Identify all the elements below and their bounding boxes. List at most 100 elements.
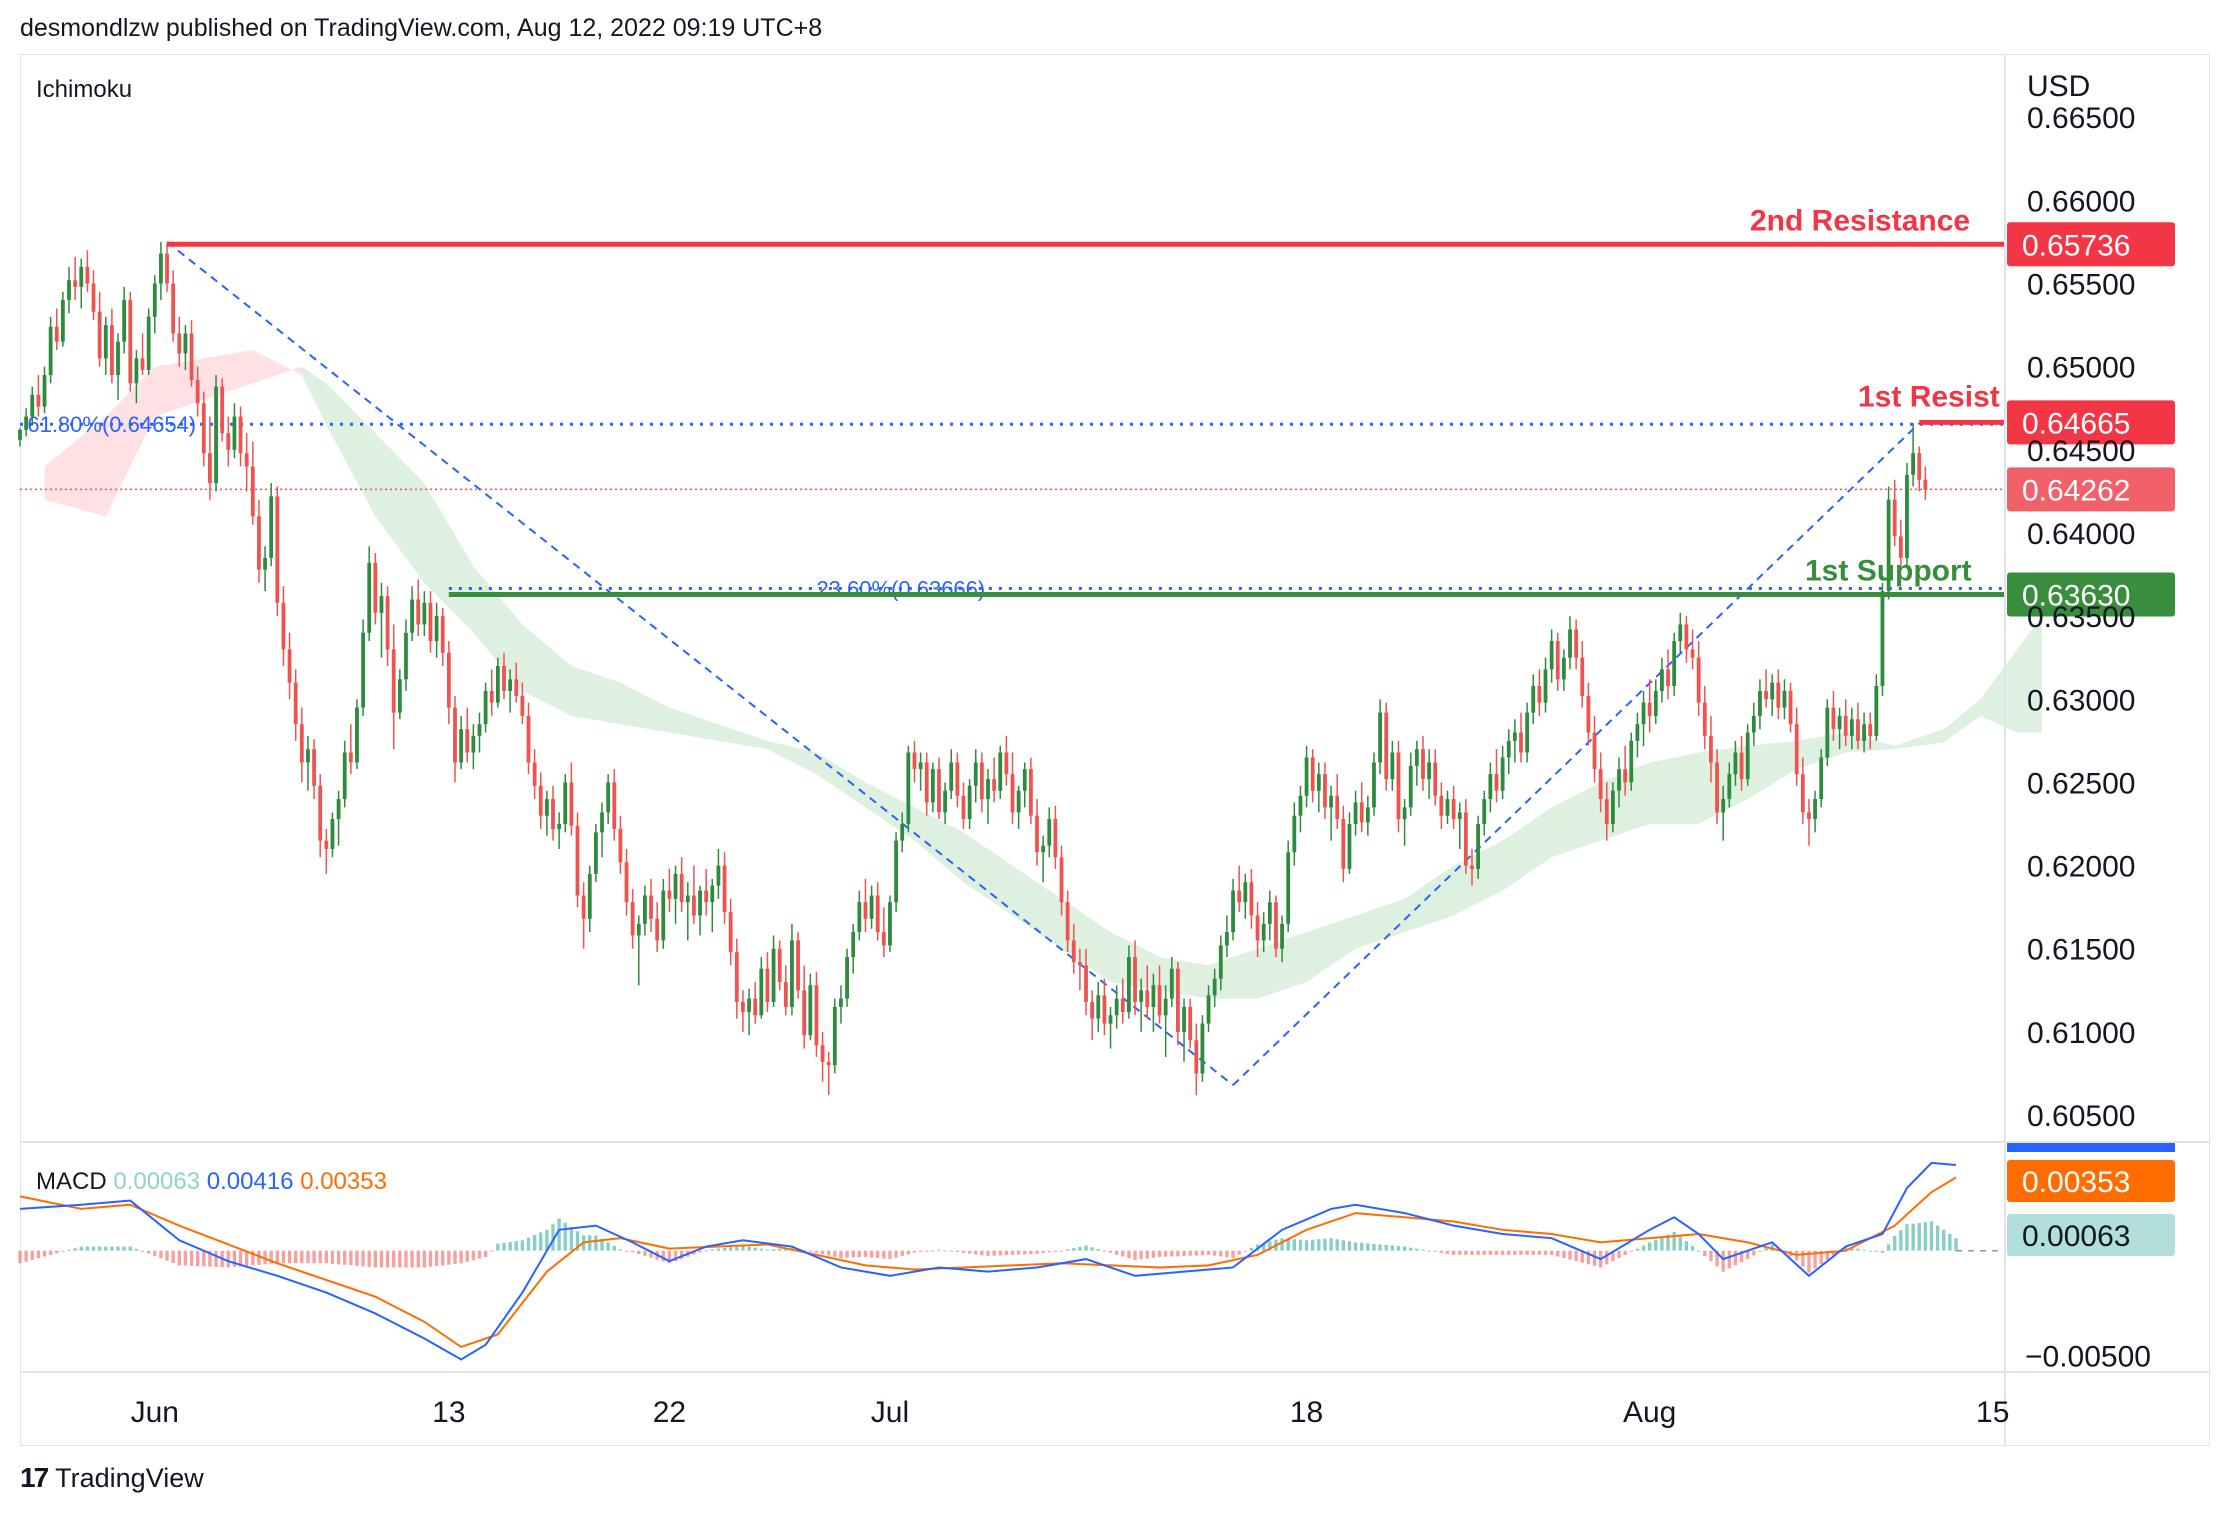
macd-histogram-bar <box>238 1250 243 1267</box>
macd-histogram-bar <box>1176 1250 1180 1257</box>
candle-body <box>1629 740 1634 783</box>
candle-body <box>1176 968 1180 1032</box>
macd-histogram-bar <box>1770 1244 1774 1251</box>
macd-histogram-bar <box>202 1250 206 1267</box>
macd-histogram-bar <box>1917 1222 1921 1251</box>
candle-body <box>428 602 433 642</box>
macd-histogram-bar <box>857 1250 862 1258</box>
candle-body <box>1506 740 1511 758</box>
candle-body <box>581 895 586 919</box>
candle-body <box>1329 795 1333 808</box>
histogram-value-tag-text: 0.00063 <box>2022 1220 2130 1253</box>
candle-body <box>1886 499 1891 592</box>
candle-body <box>1010 774 1015 813</box>
macd-histogram-bar <box>1182 1250 1186 1256</box>
macd-histogram-bar <box>539 1232 543 1251</box>
price-tick-label: 0.63000 <box>2027 684 2135 717</box>
macd-histogram-bar <box>1923 1222 1928 1251</box>
macd-histogram-bar <box>1942 1229 1946 1251</box>
candle-body <box>1433 762 1438 796</box>
candle-body <box>771 948 776 1002</box>
macd-histogram-bar <box>471 1250 476 1261</box>
candle-body <box>1758 690 1762 716</box>
candle-body <box>1096 995 1101 1019</box>
candle-body <box>391 649 396 713</box>
macd-histogram-bar <box>483 1250 488 1257</box>
candle-body <box>704 890 709 903</box>
candle-body <box>747 998 751 1012</box>
candle-body <box>1237 890 1242 903</box>
macd-histogram-bar <box>1654 1239 1658 1251</box>
candle-body <box>1580 657 1585 696</box>
candle-body <box>1905 474 1909 558</box>
time-tick-label: Jul <box>871 1396 909 1429</box>
macd-histogram-bar <box>502 1242 506 1251</box>
candle-body <box>1476 824 1481 869</box>
macd-histogram-bar <box>336 1250 341 1265</box>
current-price-tag-text: 0.64262 <box>2022 474 2130 507</box>
macd-histogram-bar <box>355 1250 359 1266</box>
candle-body <box>1402 807 1407 820</box>
price-tick-label: 0.65000 <box>2027 352 2135 385</box>
price-tick-label: 0.62000 <box>2027 851 2135 884</box>
candle-body <box>171 283 176 334</box>
macd-histogram-bar <box>649 1250 653 1258</box>
macd-histogram-bar <box>1433 1250 1437 1252</box>
macd-histogram-bar <box>1421 1249 1425 1251</box>
candle-body <box>1071 940 1076 963</box>
macd-histogram-bar <box>532 1235 537 1251</box>
candle-body <box>1445 799 1450 816</box>
macd-histogram-bar <box>1954 1238 1958 1251</box>
candle-body <box>918 762 923 770</box>
time-tick-label: 15 <box>1976 1396 2009 1429</box>
macd-histogram-bar <box>1660 1237 1664 1251</box>
candle-body <box>1225 932 1229 946</box>
candle-body <box>446 652 451 708</box>
candle-body <box>91 283 96 312</box>
candle-body <box>459 729 464 763</box>
candle-body <box>1439 795 1444 816</box>
macd-histogram-bar <box>1035 1250 1039 1254</box>
cloud-segment <box>620 682 670 733</box>
macd-histogram-bar <box>134 1248 139 1251</box>
macd-histogram-bar <box>526 1237 531 1251</box>
macd-histogram-bar <box>545 1229 549 1251</box>
macd-histogram-bar <box>1010 1250 1015 1255</box>
cloud-segment <box>1012 865 1062 949</box>
candle-body <box>1482 799 1487 825</box>
macd-histogram-bar <box>153 1250 157 1256</box>
indicator-label: Ichimoku <box>36 76 132 103</box>
candle-body <box>1427 762 1432 780</box>
macd-histogram-bar <box>434 1250 439 1267</box>
candle-body <box>961 795 966 820</box>
macd-histogram-bar <box>324 1250 329 1264</box>
macd-histogram-bar <box>1470 1250 1474 1255</box>
macd-histogram-bar <box>1298 1239 1303 1251</box>
candle-body <box>1347 824 1352 869</box>
macd-histogram-bar <box>441 1250 445 1266</box>
candle-body <box>128 300 133 384</box>
candle-body <box>318 785 323 841</box>
macd-histogram-bar <box>661 1250 665 1262</box>
candle-body <box>1151 985 1156 1007</box>
cloud-segment <box>1159 957 1209 999</box>
tradingview-footer[interactable]: 17 TradingView <box>20 1462 204 1494</box>
macd-histogram-bar <box>1360 1242 1364 1251</box>
macd-histogram-bar <box>967 1250 972 1254</box>
macd-histogram-bar <box>1703 1250 1707 1256</box>
candle-body <box>802 990 807 1036</box>
time-tick-label: 13 <box>432 1396 465 1429</box>
time-tick-label: Aug <box>1623 1396 1676 1429</box>
signal-value-tag <box>2007 1160 2175 1202</box>
macd-histogram-bar <box>1690 1246 1695 1251</box>
macd-histogram-bar <box>630 1250 635 1253</box>
candle-body <box>348 752 353 763</box>
macd-histogram-bar <box>1727 1250 1731 1269</box>
candle-body <box>912 752 917 770</box>
macd-histogram-bar <box>1390 1245 1395 1251</box>
cloud-segment <box>1649 752 1699 825</box>
macd-histogram-bar <box>716 1248 721 1251</box>
macd-histogram-bar <box>61 1250 65 1252</box>
candle-body <box>943 790 948 813</box>
